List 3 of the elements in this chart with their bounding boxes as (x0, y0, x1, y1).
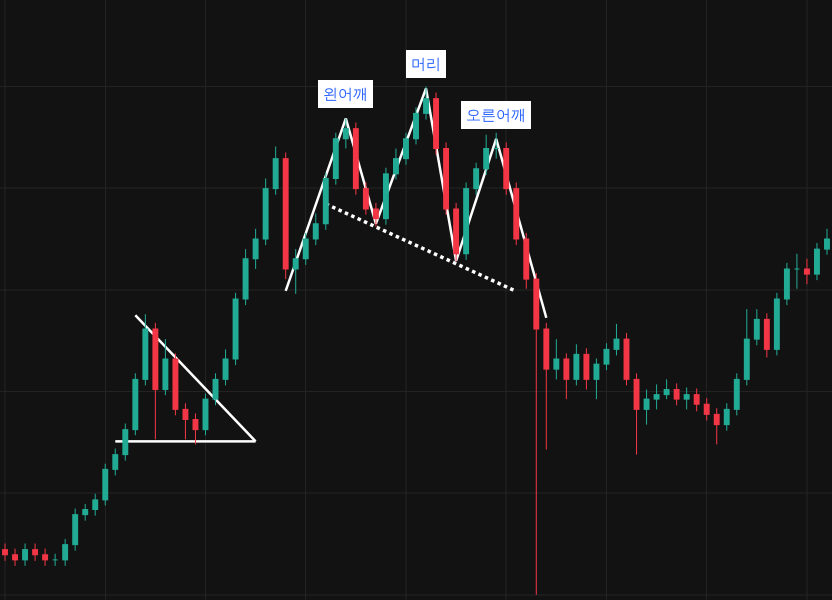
text: 머리 (411, 55, 441, 73)
annotation: 왼어깨 (323, 85, 368, 103)
annotation: 오른어깨 (466, 106, 526, 124)
